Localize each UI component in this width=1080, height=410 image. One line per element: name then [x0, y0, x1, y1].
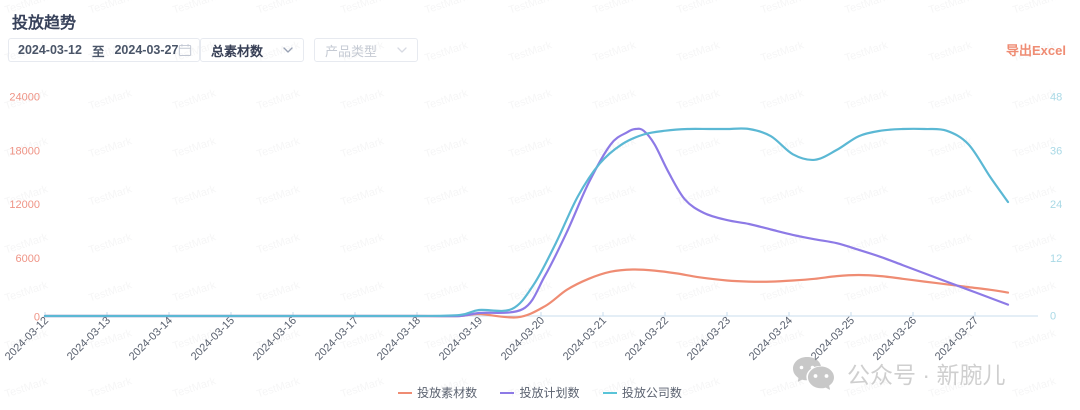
svg-text:2024-03-22: 2024-03-22: [623, 315, 671, 363]
svg-text:2024-03-21: 2024-03-21: [561, 315, 609, 363]
svg-text:12: 12: [1050, 253, 1062, 265]
svg-text:2024-03-12: 2024-03-12: [3, 315, 51, 363]
svg-text:2024-03-15: 2024-03-15: [189, 315, 237, 363]
svg-text:2024-03-18: 2024-03-18: [375, 315, 423, 363]
svg-text:0: 0: [1050, 311, 1056, 323]
svg-text:24: 24: [1050, 199, 1062, 211]
svg-text:2024-03-20: 2024-03-20: [499, 315, 547, 363]
svg-text:6000: 6000: [16, 253, 40, 265]
svg-text:2024-03-24: 2024-03-24: [747, 315, 795, 363]
svg-text:2024-03-23: 2024-03-23: [685, 315, 733, 363]
svg-text:24000: 24000: [9, 92, 40, 104]
svg-text:18000: 18000: [9, 145, 40, 157]
svg-text:2024-03-13: 2024-03-13: [65, 315, 113, 363]
svg-text:12000: 12000: [9, 199, 40, 211]
svg-text:2024-03-17: 2024-03-17: [313, 315, 361, 363]
svg-text:2024-03-14: 2024-03-14: [127, 315, 175, 363]
svg-text:2024-03-16: 2024-03-16: [251, 315, 299, 363]
svg-text:2024-03-19: 2024-03-19: [437, 315, 485, 363]
svg-text:36: 36: [1050, 145, 1062, 157]
svg-text:48: 48: [1050, 92, 1062, 104]
